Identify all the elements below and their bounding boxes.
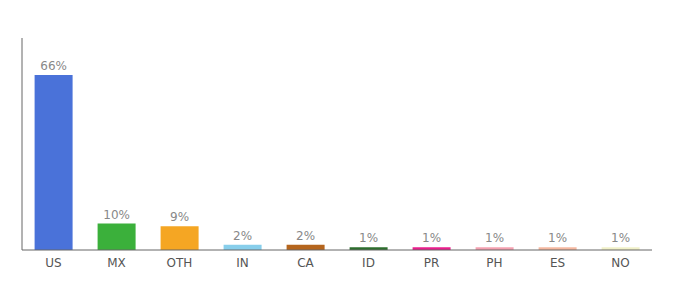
svg-text:ID: ID	[362, 256, 375, 270]
svg-text:CA: CA	[297, 256, 314, 270]
svg-text:1%: 1%	[359, 231, 378, 245]
svg-text:10%: 10%	[103, 208, 130, 222]
svg-text:1%: 1%	[611, 231, 630, 245]
svg-text:2%: 2%	[233, 229, 252, 243]
svg-text:US: US	[45, 256, 61, 270]
svg-text:PH: PH	[486, 256, 502, 270]
svg-text:2%: 2%	[296, 229, 315, 243]
svg-text:ES: ES	[550, 256, 565, 270]
svg-text:9%: 9%	[170, 210, 189, 224]
svg-text:1%: 1%	[485, 231, 504, 245]
svg-text:NO: NO	[611, 256, 629, 270]
svg-text:OTH: OTH	[167, 256, 193, 270]
svg-text:1%: 1%	[422, 231, 441, 245]
svg-text:66%: 66%	[40, 59, 67, 73]
svg-text:1%: 1%	[548, 231, 567, 245]
svg-text:IN: IN	[236, 256, 249, 270]
svg-text:MX: MX	[107, 256, 126, 270]
svg-text:PR: PR	[424, 256, 440, 270]
